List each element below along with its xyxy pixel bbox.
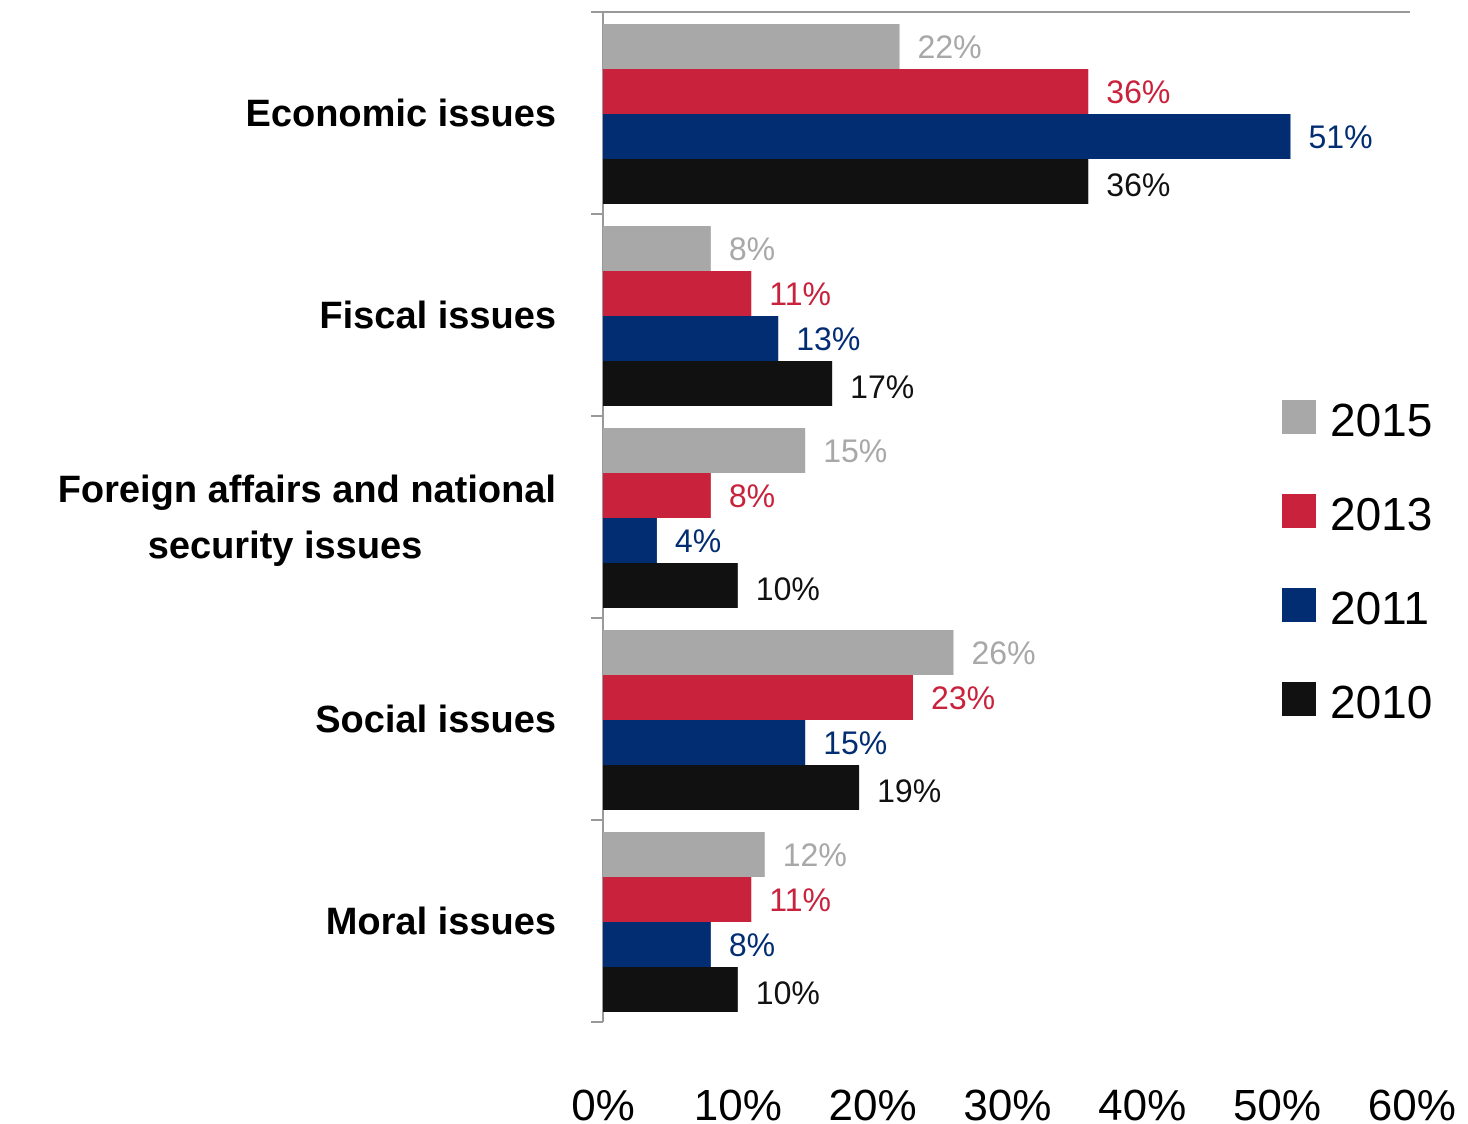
category-labels: Economic issues Fiscal issues Foreign affa… bbox=[58, 93, 556, 943]
category-label: Moral issues bbox=[326, 901, 556, 943]
bar-2015 bbox=[603, 630, 954, 675]
category-label: Economic issues bbox=[246, 93, 556, 135]
data-label: 19% bbox=[877, 773, 941, 809]
data-label: 8% bbox=[729, 927, 775, 963]
data-label: 36% bbox=[1106, 74, 1170, 110]
legend-label: 2010 bbox=[1330, 676, 1432, 728]
legend-label: 2013 bbox=[1330, 488, 1432, 540]
bar-2015 bbox=[603, 832, 765, 877]
x-tick-label: 0% bbox=[571, 1081, 635, 1124]
data-label: 4% bbox=[675, 523, 721, 559]
x-tick-label: 10% bbox=[694, 1081, 782, 1124]
legend-label: 2011 bbox=[1330, 582, 1429, 634]
bar-2015 bbox=[603, 24, 900, 69]
bar-2011 bbox=[603, 720, 806, 765]
legend-swatch-2015 bbox=[1282, 400, 1316, 434]
data-label: 8% bbox=[729, 478, 775, 514]
bar-2013 bbox=[603, 69, 1089, 114]
legend-label: 2015 bbox=[1330, 394, 1432, 446]
data-label: 11% bbox=[769, 276, 831, 312]
data-label: 23% bbox=[931, 680, 995, 716]
bar-2011 bbox=[603, 316, 779, 361]
bar-2010 bbox=[603, 765, 860, 810]
data-label: 51% bbox=[1308, 119, 1372, 155]
data-label: 8% bbox=[729, 231, 775, 267]
bar-2011 bbox=[603, 922, 711, 967]
x-tick-label: 20% bbox=[829, 1081, 917, 1124]
data-label: 15% bbox=[823, 433, 887, 469]
data-label: 11% bbox=[769, 882, 831, 918]
legend-swatch-2010 bbox=[1282, 682, 1316, 716]
bars bbox=[603, 24, 1291, 1012]
bar-2013 bbox=[603, 877, 752, 922]
data-label: 13% bbox=[796, 321, 860, 357]
data-label: 12% bbox=[783, 837, 847, 873]
legend: 2015 2013 2011 2010 bbox=[1282, 394, 1432, 728]
data-label: 10% bbox=[756, 571, 820, 607]
data-label: 36% bbox=[1106, 167, 1170, 203]
data-label: 17% bbox=[850, 369, 914, 405]
bar-2011 bbox=[603, 518, 657, 563]
data-label: 26% bbox=[971, 635, 1035, 671]
legend-swatch-2011 bbox=[1282, 588, 1316, 622]
category-label: security issues bbox=[148, 525, 423, 567]
bar-2010 bbox=[603, 563, 738, 608]
bar-2011 bbox=[603, 114, 1291, 159]
x-tick-label: 50% bbox=[1233, 1081, 1321, 1124]
category-label: Fiscal issues bbox=[319, 295, 556, 337]
bar-2010 bbox=[603, 159, 1089, 204]
bar-2013 bbox=[603, 271, 752, 316]
data-label: 10% bbox=[756, 975, 820, 1011]
legend-swatch-2013 bbox=[1282, 494, 1316, 528]
data-label: 22% bbox=[918, 29, 982, 65]
bar-2015 bbox=[603, 428, 806, 473]
x-tick-label: 60% bbox=[1368, 1081, 1456, 1124]
bar-2013 bbox=[603, 675, 914, 720]
data-labels: 22%36%51%36%8%11%13%17%15%8%4%10%26%23%1… bbox=[675, 29, 1373, 1011]
bar-2010 bbox=[603, 967, 738, 1012]
category-label: Foreign affairs and national bbox=[58, 469, 556, 511]
x-tick-labels: 0% 10% 20% 30% 40% 50% 60% bbox=[571, 1081, 1456, 1124]
category-label: Social issues bbox=[315, 699, 556, 741]
bar-2010 bbox=[603, 361, 833, 406]
bar-2013 bbox=[603, 473, 711, 518]
bar-2015 bbox=[603, 226, 711, 271]
x-tick-label: 30% bbox=[963, 1081, 1051, 1124]
x-tick-label: 40% bbox=[1098, 1081, 1186, 1124]
data-label: 15% bbox=[823, 725, 887, 761]
